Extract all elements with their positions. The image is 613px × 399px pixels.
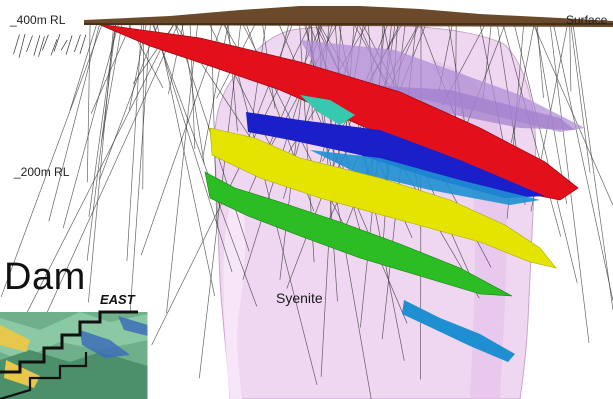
drillhole-trace <box>48 23 100 222</box>
drillhole-trace <box>152 23 258 307</box>
drillhole-trace <box>86 23 117 261</box>
cyan-lode-lower <box>402 300 515 362</box>
drillhole-trace <box>79 34 87 55</box>
drillhole-trace <box>99 23 159 180</box>
geology-inset-map <box>0 310 149 399</box>
lavender-lode <box>300 40 585 132</box>
drillhole-trace <box>13 34 20 55</box>
drillhole-trace <box>153 23 233 273</box>
drillhole-trace <box>570 23 591 173</box>
east-label: EAST <box>100 292 135 307</box>
drillhole-trace <box>33 35 41 56</box>
drillhole-trace <box>128 23 151 328</box>
syenite-label: Syenite <box>276 290 323 306</box>
drillhole-trace <box>536 23 544 98</box>
drillhole-trace <box>533 23 613 206</box>
green-lode <box>204 171 513 297</box>
drillhole-trace <box>156 23 216 297</box>
drillhole-trace <box>88 23 115 303</box>
blue-lode <box>246 112 545 198</box>
drillhole-trace <box>10 23 174 344</box>
drillhole-trace <box>53 33 61 52</box>
drillhole-trace <box>38 36 45 57</box>
drillhole-trace <box>26 35 33 53</box>
drillhole-trace <box>88 23 116 217</box>
drillhole-trace <box>572 23 613 311</box>
drillhole-trace <box>553 23 613 301</box>
drillhole-trace <box>74 34 81 53</box>
drillhole-trace <box>60 39 68 51</box>
ground-surface <box>84 6 613 27</box>
drillhole-trace <box>50 39 58 56</box>
drillhole-trace <box>513 23 578 284</box>
dam-label: Dam <box>4 256 86 298</box>
drillhole-trace <box>101 23 123 142</box>
drillhole-trace <box>142 23 144 190</box>
drillhole-trace <box>569 23 572 92</box>
drillhole-trace <box>502 23 562 237</box>
drillhole-trace <box>0 23 103 297</box>
drillhole-trace <box>42 34 49 51</box>
drillhole-trace <box>126 23 142 262</box>
drillhole-trace <box>90 23 132 114</box>
drillhole-trace <box>86 23 91 183</box>
yellow-lode <box>209 127 557 269</box>
rl-200-label: _200m RL <box>14 165 70 179</box>
teal-lode <box>300 95 355 125</box>
cyan-lode-upper <box>310 150 540 205</box>
rl-400-label: _400m RL <box>10 13 66 27</box>
surface-label: Surface <box>566 13 608 27</box>
drillhole-trace <box>166 23 198 314</box>
drillhole-trace <box>65 35 73 55</box>
drillhole-trace <box>62 23 119 229</box>
drillhole-trace <box>18 33 26 58</box>
drillhole-trace <box>227 23 238 132</box>
drillhole-trace <box>69 23 98 111</box>
